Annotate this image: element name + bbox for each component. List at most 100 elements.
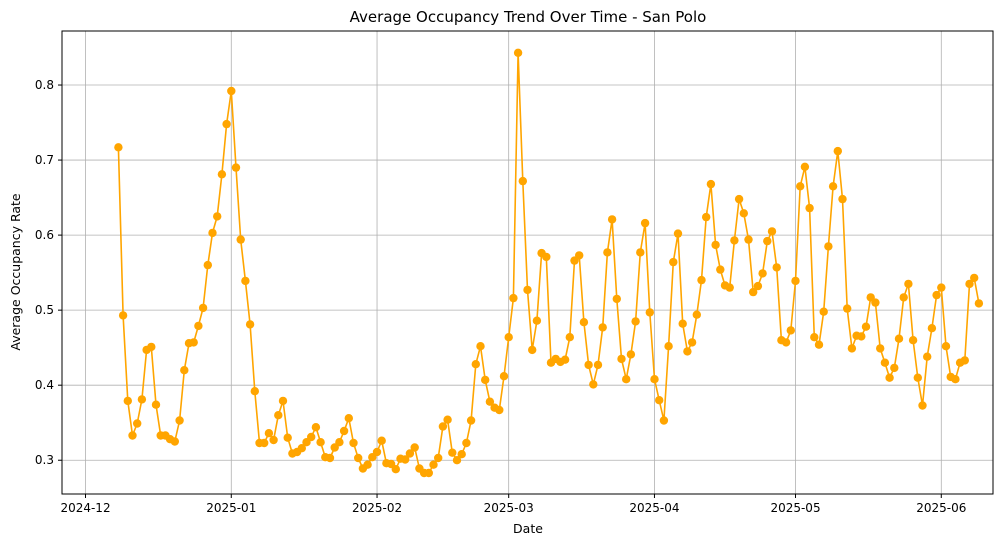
axis-ticks: 2024-12 2025-01 2025-02 2025-03 2025-04 2025-…	[35, 78, 966, 515]
data-point	[645, 308, 654, 317]
data-point	[970, 273, 979, 283]
data-point	[899, 293, 908, 302]
data-point	[241, 276, 250, 286]
data-point	[908, 336, 918, 345]
data-point	[575, 251, 584, 260]
x-tick-label: 2024-12	[60, 501, 110, 515]
data-point	[932, 290, 941, 300]
data-point	[702, 212, 711, 222]
data-point	[824, 242, 833, 251]
series-layer	[114, 48, 984, 478]
data-point	[584, 360, 593, 370]
data-point	[749, 287, 758, 297]
data-point	[711, 240, 720, 250]
data-point	[170, 437, 179, 446]
data-point	[974, 299, 984, 308]
y-tick-label: 0.3	[35, 453, 54, 467]
x-tick-label: 2025-03	[484, 501, 534, 515]
data-point	[344, 414, 353, 423]
data-point	[194, 321, 203, 331]
data-point	[650, 375, 659, 384]
data-point	[683, 347, 692, 356]
data-point	[213, 212, 222, 221]
data-point	[791, 276, 800, 286]
data-point	[391, 465, 400, 474]
data-point	[335, 438, 344, 447]
data-point	[231, 163, 241, 172]
data-point	[739, 209, 748, 218]
data-point	[481, 375, 490, 385]
x-tick-label: 2025-01	[206, 501, 256, 515]
data-point	[894, 334, 904, 343]
data-point	[269, 435, 278, 445]
y-tick-label: 0.6	[35, 228, 54, 242]
data-point	[673, 229, 683, 238]
data-point	[438, 422, 448, 431]
data-point	[560, 355, 570, 364]
x-tick-label: 2025-02	[352, 501, 402, 515]
data-point	[434, 453, 443, 463]
data-point	[245, 320, 255, 329]
data-point	[307, 432, 316, 442]
data-point	[767, 227, 777, 236]
data-point	[716, 265, 725, 274]
data-point	[208, 228, 217, 238]
data-point	[871, 298, 880, 307]
data-point	[965, 279, 974, 289]
data-point	[589, 380, 598, 389]
data-point	[617, 354, 626, 364]
data-point	[495, 405, 504, 415]
data-point	[598, 323, 607, 332]
plot-frame	[61, 30, 994, 495]
data-point	[636, 248, 645, 257]
data-point	[180, 366, 189, 375]
data-point	[429, 460, 438, 469]
data-point	[118, 311, 128, 320]
y-tick-label: 0.4	[35, 378, 54, 392]
data-point	[622, 375, 631, 384]
y-tick-label: 0.8	[35, 78, 54, 92]
data-point	[114, 143, 123, 152]
data-point	[904, 279, 913, 289]
data-point	[734, 194, 744, 204]
data-point	[462, 438, 471, 448]
data-point	[937, 283, 946, 292]
grid-lines	[62, 31, 993, 494]
data-point	[372, 447, 382, 457]
data-point	[236, 235, 245, 244]
data-point	[603, 248, 612, 257]
data-point	[311, 423, 321, 432]
data-point	[499, 372, 509, 381]
y-tick-label: 0.7	[35, 153, 54, 167]
data-point	[763, 236, 772, 246]
data-point	[528, 345, 537, 355]
data-point	[198, 303, 208, 313]
data-point	[457, 450, 466, 459]
data-point	[250, 387, 259, 396]
data-point	[843, 304, 852, 313]
data-point	[509, 293, 518, 303]
data-point	[876, 344, 885, 353]
x-tick-label: 2025-04	[629, 501, 679, 515]
data-point	[264, 429, 274, 438]
data-point	[189, 338, 198, 347]
data-point	[349, 438, 358, 448]
data-point	[485, 397, 495, 406]
data-point	[147, 342, 156, 352]
data-point	[744, 235, 753, 244]
data-point	[377, 436, 386, 445]
data-point	[819, 307, 828, 316]
y-axis-label: Average Occupancy Rate	[8, 193, 23, 351]
data-point	[128, 431, 137, 440]
data-point	[123, 396, 132, 406]
data-point	[518, 176, 527, 186]
data-point	[758, 269, 767, 278]
data-point	[466, 416, 476, 425]
data-point	[923, 352, 932, 361]
data-point	[137, 395, 147, 404]
data-point	[692, 310, 701, 319]
data-point	[203, 260, 212, 270]
data-point	[828, 182, 838, 191]
data-point	[579, 318, 589, 327]
